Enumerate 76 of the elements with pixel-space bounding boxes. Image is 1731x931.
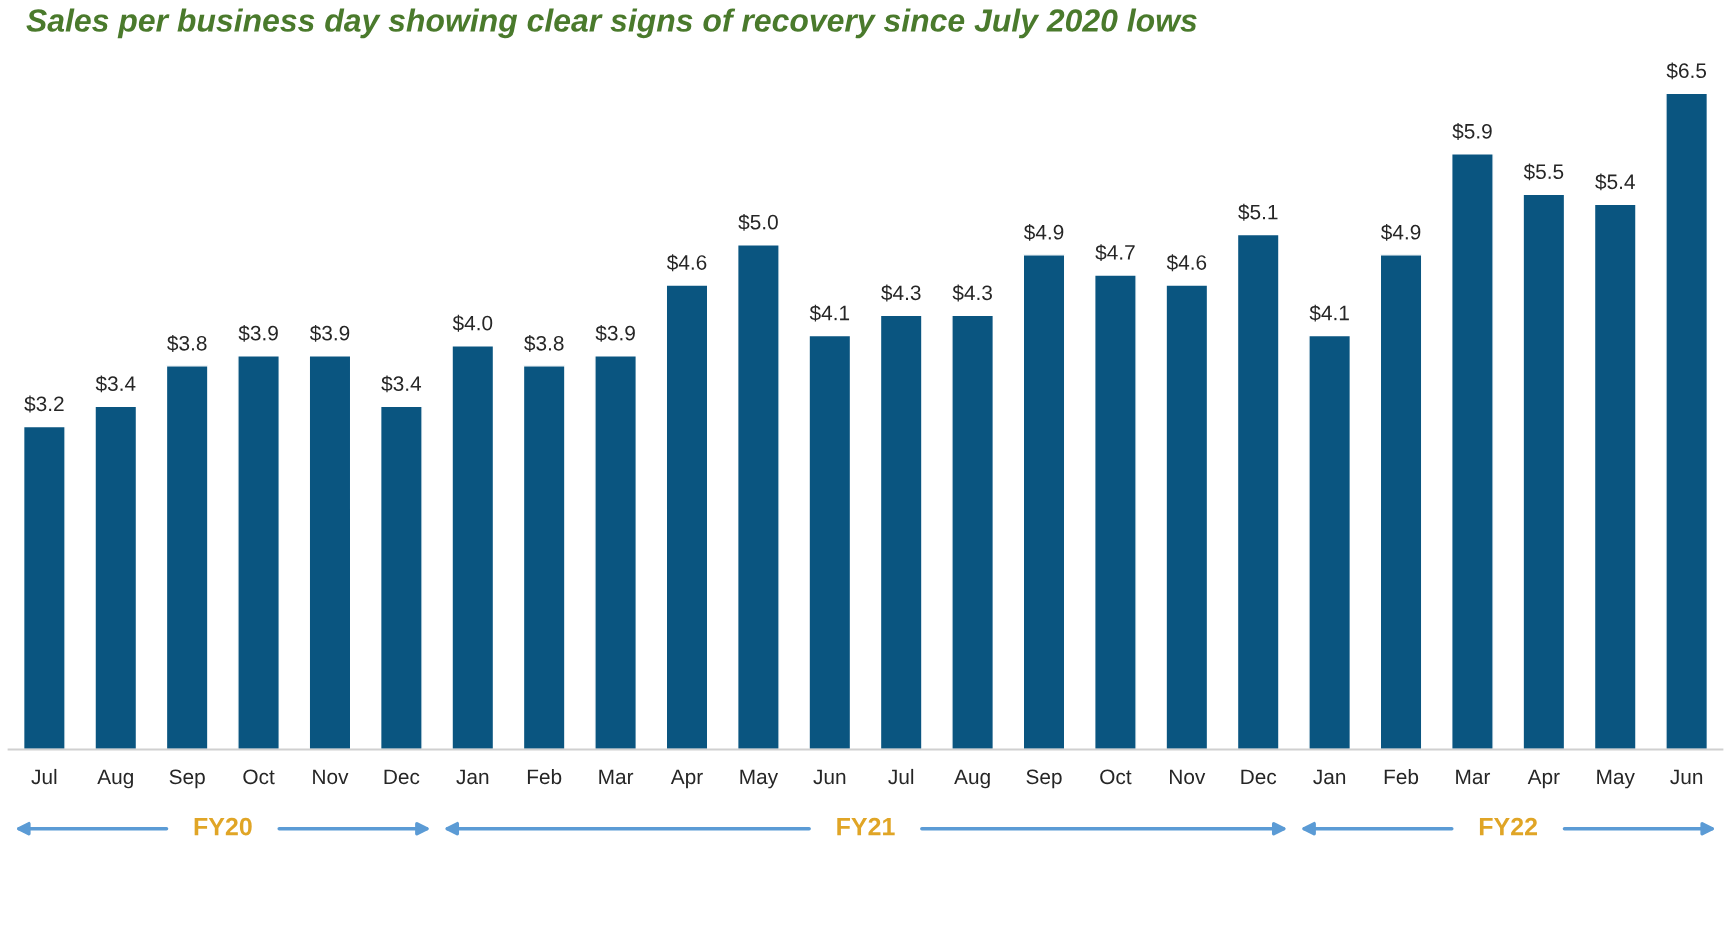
bar (808, 334, 852, 750)
x-tick-label: Jan (1313, 769, 1346, 785)
bar (165, 365, 209, 750)
data-label: $6.5 (1666, 62, 1707, 80)
data-label: $5.9 (1452, 123, 1492, 140)
data-label: $4.6 (1166, 254, 1207, 272)
x-tick-label: May (1597, 769, 1635, 789)
bar (379, 405, 423, 750)
data-label: $4.1 (1309, 304, 1349, 322)
data-label: $4.3 (881, 284, 921, 302)
x-tick-label: Oct (1100, 769, 1132, 785)
x-tick-label: Dec (384, 769, 420, 785)
x-tick-label: Jul (888, 768, 914, 785)
x-tick-label: Feb (527, 768, 562, 785)
x-tick-label: Aug (97, 769, 133, 789)
data-label: $4.3 (952, 284, 992, 302)
data-label: $3.8 (524, 335, 564, 352)
data-label: $3.9 (238, 324, 278, 342)
x-tick-label: Jan (456, 769, 489, 785)
data-label: $3.4 (95, 375, 136, 393)
bar (879, 314, 923, 750)
data-label: $4.1 (809, 304, 850, 322)
text: FY22 (1479, 817, 1538, 836)
bar (22, 425, 66, 750)
data-label: $3.8 (167, 335, 207, 352)
bar (1665, 92, 1709, 750)
bar (1094, 274, 1137, 750)
bar (451, 344, 495, 750)
x-tick-label: Nov (313, 769, 349, 785)
data-label: $4.0 (452, 314, 493, 332)
text: FY20 (194, 817, 252, 836)
bar (1522, 193, 1566, 750)
chart-title: Sales per business day showing clear signs of recovery since July 2020 lows (26, 8, 1197, 39)
data-label: $4.9 (1380, 223, 1421, 241)
x-tick-label: Dec (1241, 769, 1277, 785)
text: FY21 (837, 817, 895, 836)
x-tick-label: Apr (670, 769, 703, 789)
x-tick-label: Aug (954, 769, 990, 789)
data-label: $3.9 (595, 324, 635, 342)
x-tick-label: Feb (1384, 768, 1419, 785)
data-label: $5.0 (738, 213, 778, 231)
data-label: $3.2 (24, 395, 64, 413)
x-tick-label: Jul (31, 768, 57, 785)
bar (1593, 203, 1637, 750)
bar (1236, 233, 1280, 750)
bar (1451, 153, 1494, 750)
bar (522, 365, 566, 750)
bar (237, 355, 280, 750)
x-tick-label: Mar (1456, 769, 1491, 785)
data-label: $4.7 (1095, 244, 1135, 262)
bar (594, 355, 637, 750)
x-tick-label: May (740, 769, 779, 789)
x-tick-label: Sep (169, 769, 205, 789)
data-label: $3.9 (309, 324, 350, 342)
data-label: $4.9 (1023, 223, 1064, 241)
data-label: $5.5 (1523, 163, 1564, 181)
x-tick-label: Apr (1527, 769, 1560, 789)
bar (1165, 284, 1209, 750)
bar (1022, 254, 1066, 750)
bar (665, 284, 709, 750)
x-tick-label: Mar (599, 769, 634, 785)
x-tick-label: Nov (1170, 769, 1206, 785)
data-label: $3.4 (381, 375, 422, 393)
x-tick-label: Sep (1026, 769, 1062, 789)
data-label: $5.1 (1238, 203, 1278, 221)
bar (94, 405, 138, 750)
data-label: $5.4 (1595, 173, 1635, 191)
x-tick-label: Jun (1670, 769, 1703, 785)
bar (1379, 254, 1423, 750)
bar (1308, 334, 1352, 750)
x-tick-label: Oct (243, 769, 275, 785)
bar (736, 244, 780, 750)
bar (308, 355, 352, 750)
x-tick-label: Jun (813, 769, 846, 785)
data-label: $4.6 (666, 254, 707, 272)
bar (951, 314, 995, 750)
